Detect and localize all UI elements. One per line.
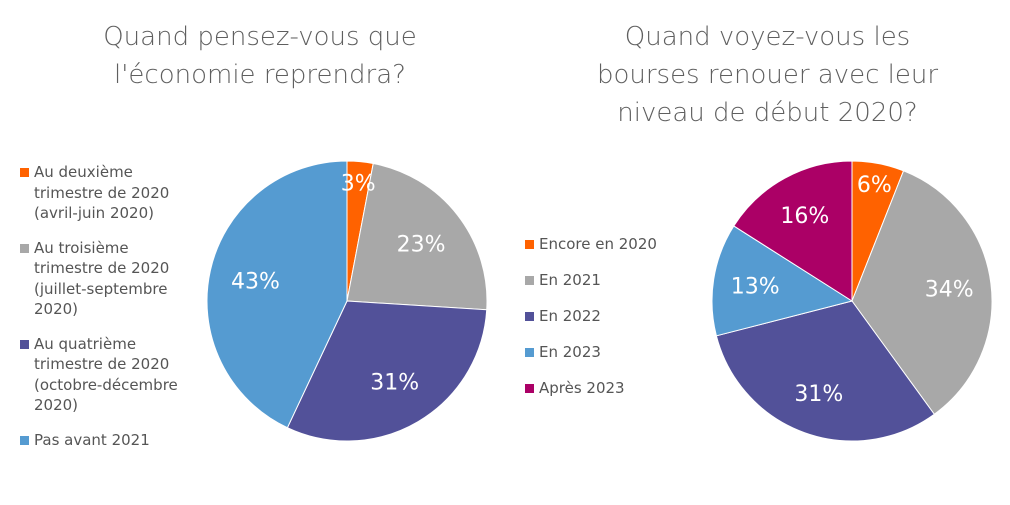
chart-title-line: l'économie reprendra? [114,60,406,90]
legend-swatch [525,384,534,393]
legend-item: Encore en 2020 [525,233,715,255]
legend-label-line: (octobre-décembre [34,375,178,394]
legend-label-line: Après 2023 [539,379,625,397]
legend-label: Encore en 2020 [525,233,715,255]
pie-slice [711,225,854,337]
slice-data-label: 23% [397,233,446,258]
legend-swatch [525,276,534,285]
chart-title-line: niveau de début 2020? [617,98,918,128]
legend-label: En 2023 [525,341,715,363]
pie-chart-economy-recovery: Quand pensez-vous que l'économie reprendr… [20,18,488,464]
legend-label-line: (juillet-septembre [34,279,168,298]
legend-item: En 2022 [525,305,715,327]
legend-swatch [20,339,29,349]
pie-slice [851,170,993,415]
legend-item: En 2023 [525,341,715,363]
pie-plot: 6% 34% 31% 13% 16% [711,160,993,442]
pie-slice [715,300,935,442]
legend-item: En 2021 [525,269,715,291]
legend-swatch [20,243,29,253]
slice-data-label: 34% [925,278,974,303]
legend-label-line: Au deuxième [34,163,133,181]
legend-item: Pas avant 2021 [20,430,210,451]
legend-label: Après 2023 [525,377,715,399]
legend-swatch [20,168,29,177]
legend-item: Après 2023 [525,377,715,399]
chart-title: Quand voyez-vous les bourses renouer avec… [545,18,990,132]
legend-label: Au quatrième trimestre de 2020 (octobre-dé… [20,334,210,416]
legend-item: Au deuxième trimestre de 2020 (avril-juin … [20,162,210,224]
chart-title-line: Quand voyez-vous les [624,22,911,52]
pie-slice [286,300,488,442]
pie-slice [206,160,348,429]
legend: Au deuxième trimestre de 2020 (avril-juin … [20,162,210,464]
legend-label: Au troisième trimestre de 2020 (juillet-se… [20,238,210,320]
legend-label-line: Au quatrième [34,334,137,353]
slice-data-label: 31% [370,371,419,396]
legend-label-line: Encore en 2020 [539,235,657,253]
legend-item: Au quatrième trimestre de 2020 (octobre-dé… [20,334,210,416]
legend-label-line: En 2022 [539,307,601,325]
legend-label-line: (avril-juin 2020) [34,204,154,222]
legend-label-line: En 2023 [539,343,601,361]
legend-label-line: Au troisième [34,238,129,257]
legend-label-line: En 2021 [539,271,601,289]
slice-data-label: 6% [857,173,892,198]
legend-item: Au troisième trimestre de 2020 (juillet-se… [20,238,210,320]
slice-data-label: 16% [780,204,829,229]
legend-label-line: Pas avant 2021 [34,430,150,449]
legend-label-line: 2020) [34,300,79,318]
legend-swatch [525,312,534,321]
legend-label: Au deuxième trimestre de 2020 (avril-juin … [20,162,210,224]
slice-data-label: 13% [731,275,780,300]
legend-label: En 2021 [525,269,715,291]
chart-title: Quand pensez-vous que l'économie reprendr… [40,18,480,94]
legend: Encore en 2020 En 2021 En 2022 En 2023 Après… [525,233,715,413]
pie-chart-markets-recovery: Quand voyez-vous les bourses renouer avec… [505,0,1010,505]
legend-label-line: 2020) [34,396,79,414]
slice-data-label: 3% [341,172,376,197]
legend-label-line: trimestre de 2020 [34,355,170,373]
legend-label: En 2022 [525,305,715,327]
legend-label-line: trimestre de 2020 [34,183,170,202]
legend-swatch [525,240,534,249]
slice-data-label: 43% [231,270,280,295]
slice-data-label: 31% [794,382,843,407]
pie-slice [733,160,853,302]
legend-label: Pas avant 2021 [20,430,210,451]
legend-label-line: trimestre de 2020 [34,259,170,277]
pie-slice [346,162,488,311]
chart-title-line: bourses renouer avec leur [596,60,939,90]
legend-swatch [20,435,29,445]
chart-title-line: Quand pensez-vous que [103,22,417,52]
pie-plot: 3% 23% 31% 43% [206,160,488,442]
legend-swatch [525,348,534,357]
